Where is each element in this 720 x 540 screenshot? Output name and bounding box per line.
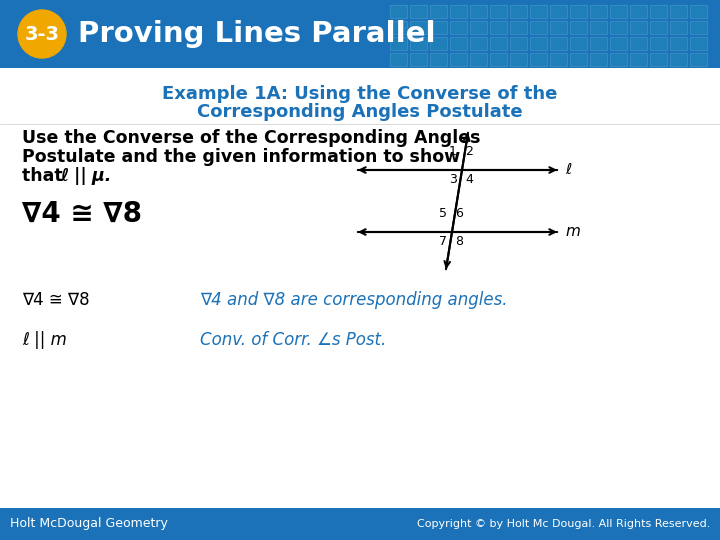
- Text: μ.: μ.: [86, 167, 112, 185]
- Text: 2: 2: [465, 145, 473, 158]
- Text: Corresponding Angles Postulate: Corresponding Angles Postulate: [197, 103, 523, 121]
- Bar: [610, 53, 627, 66]
- Text: m: m: [565, 225, 580, 240]
- Bar: [430, 37, 447, 50]
- Bar: [590, 53, 607, 66]
- Bar: [450, 37, 467, 50]
- Bar: [690, 53, 707, 66]
- Text: ℓ: ℓ: [60, 167, 68, 185]
- Bar: [610, 37, 627, 50]
- Bar: [590, 21, 607, 34]
- Bar: [430, 5, 447, 18]
- Bar: [690, 21, 707, 34]
- Bar: [570, 53, 587, 66]
- Text: 7: 7: [439, 235, 447, 248]
- Text: 3: 3: [449, 173, 457, 186]
- Bar: [650, 53, 667, 66]
- Bar: [390, 37, 407, 50]
- Bar: [510, 21, 527, 34]
- Text: Conv. of Corr. ∠s Post.: Conv. of Corr. ∠s Post.: [200, 331, 386, 349]
- Bar: [550, 5, 567, 18]
- Bar: [630, 53, 647, 66]
- Bar: [630, 37, 647, 50]
- Text: Postulate and the given information to show: Postulate and the given information to s…: [22, 148, 460, 166]
- Bar: [410, 53, 427, 66]
- Bar: [0, 0, 720, 68]
- Text: Use the Converse of the Corresponding Angles: Use the Converse of the Corresponding An…: [22, 129, 480, 147]
- Bar: [530, 21, 547, 34]
- Text: ||: ||: [68, 167, 86, 185]
- Bar: [650, 21, 667, 34]
- Bar: [0, 508, 720, 540]
- Bar: [650, 37, 667, 50]
- Bar: [410, 21, 427, 34]
- Text: 5: 5: [439, 207, 447, 220]
- Bar: [430, 21, 447, 34]
- Text: Example 1A: Using the Converse of the: Example 1A: Using the Converse of the: [162, 85, 558, 103]
- Bar: [450, 5, 467, 18]
- Bar: [670, 53, 687, 66]
- Text: 1: 1: [449, 145, 457, 158]
- Bar: [550, 21, 567, 34]
- Bar: [570, 37, 587, 50]
- Text: ∇4 ≅ ∇8: ∇4 ≅ ∇8: [22, 291, 89, 309]
- Bar: [470, 53, 487, 66]
- Bar: [530, 5, 547, 18]
- Text: 3-3: 3-3: [24, 24, 60, 44]
- Text: Holt McDougal Geometry: Holt McDougal Geometry: [10, 517, 168, 530]
- Text: that: that: [22, 167, 68, 185]
- Bar: [430, 53, 447, 66]
- Bar: [390, 21, 407, 34]
- Bar: [610, 5, 627, 18]
- Bar: [470, 5, 487, 18]
- Bar: [590, 37, 607, 50]
- Bar: [470, 21, 487, 34]
- Text: Proving Lines Parallel: Proving Lines Parallel: [78, 20, 436, 48]
- Bar: [530, 53, 547, 66]
- Bar: [570, 5, 587, 18]
- Text: ∇4 and ∇8 are corresponding angles.: ∇4 and ∇8 are corresponding angles.: [200, 291, 508, 309]
- Bar: [390, 53, 407, 66]
- Text: Copyright © by Holt Mc Dougal. All Rights Reserved.: Copyright © by Holt Mc Dougal. All Right…: [417, 519, 710, 529]
- Bar: [690, 37, 707, 50]
- Text: ∇4 ≅ ∇8: ∇4 ≅ ∇8: [22, 200, 142, 228]
- Bar: [450, 53, 467, 66]
- Bar: [490, 53, 507, 66]
- Bar: [550, 53, 567, 66]
- Bar: [670, 21, 687, 34]
- Text: 4: 4: [465, 173, 473, 186]
- Bar: [690, 5, 707, 18]
- Circle shape: [18, 10, 66, 58]
- Bar: [410, 37, 427, 50]
- Bar: [470, 37, 487, 50]
- Bar: [450, 21, 467, 34]
- Bar: [650, 5, 667, 18]
- Text: 8: 8: [455, 235, 463, 248]
- Bar: [530, 37, 547, 50]
- Bar: [510, 53, 527, 66]
- Text: ℓ || m: ℓ || m: [22, 331, 67, 349]
- Bar: [390, 5, 407, 18]
- Bar: [590, 5, 607, 18]
- Bar: [510, 37, 527, 50]
- Bar: [670, 5, 687, 18]
- Bar: [490, 5, 507, 18]
- Bar: [550, 37, 567, 50]
- Bar: [490, 37, 507, 50]
- Bar: [630, 21, 647, 34]
- Bar: [510, 5, 527, 18]
- Bar: [630, 5, 647, 18]
- Bar: [670, 37, 687, 50]
- Bar: [610, 21, 627, 34]
- Text: 6: 6: [455, 207, 463, 220]
- Text: $\ell$: $\ell$: [565, 163, 572, 178]
- Bar: [410, 5, 427, 18]
- Bar: [490, 21, 507, 34]
- Bar: [570, 21, 587, 34]
- Bar: [0, 68, 720, 508]
